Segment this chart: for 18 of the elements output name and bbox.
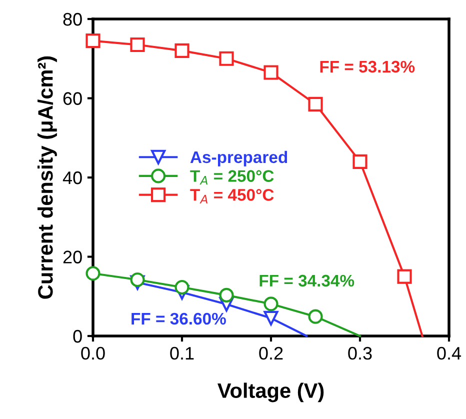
x-tick-label: 0.3 xyxy=(348,346,372,360)
y-tick-label: 20 xyxy=(63,250,82,264)
x-tick-label: 0.2 xyxy=(259,346,283,360)
legend-label: As-prepared xyxy=(190,150,288,166)
x-tick-label: 0.4 xyxy=(437,346,462,360)
annotation: FF = 36.60% xyxy=(132,312,226,325)
x-tick-label: 0.0 xyxy=(81,346,105,360)
legend-label: T$_{A}$ = 450°C xyxy=(190,189,274,204)
legend-label: T$_{A}$ = 250°C xyxy=(190,170,274,185)
x-tick-label: 0.1 xyxy=(170,346,194,360)
y-axis-title: Current density (μA/cm²) xyxy=(38,56,57,299)
y-tick-label: 80 xyxy=(63,12,82,26)
annotation: FF = 53.13% xyxy=(320,60,415,73)
x-axis-title: Voltage (V) xyxy=(218,382,324,402)
y-tick-label: 40 xyxy=(62,171,82,184)
y-tick-label: 0 xyxy=(73,330,82,343)
y-tick-label: 60 xyxy=(63,92,82,105)
annotation: FF = 34.34% xyxy=(260,274,354,287)
